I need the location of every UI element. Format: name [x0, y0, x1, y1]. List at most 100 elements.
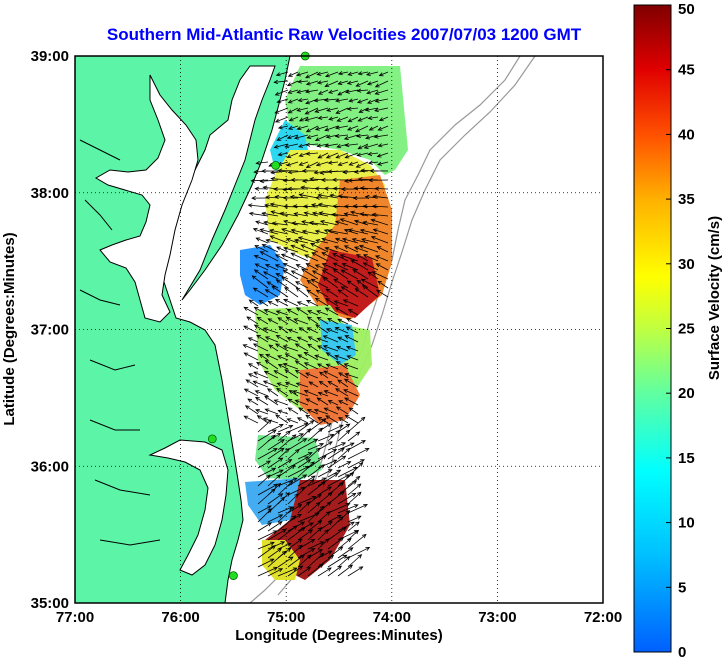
velocity-arrow — [264, 371, 279, 379]
velocity-arrow — [328, 400, 339, 406]
velocity-arrow — [271, 170, 289, 174]
velocity-arrowhead — [334, 307, 340, 312]
velocity-arrowhead — [347, 118, 353, 123]
velocity-arrowhead — [314, 297, 320, 302]
velocity-arrow — [347, 491, 362, 505]
velocity-arrow — [257, 530, 277, 541]
velocity-arrowhead — [303, 351, 309, 356]
velocity-arrowhead — [353, 504, 359, 509]
velocity-arrowhead — [310, 242, 315, 247]
velocity-arrow — [260, 251, 279, 262]
velocity-arrow — [286, 161, 299, 166]
velocity-arrow — [285, 382, 299, 388]
velocity-arrowhead — [316, 363, 322, 368]
velocity-arrow — [317, 363, 329, 370]
velocity-arrow — [337, 564, 353, 577]
velocity-arrowhead — [294, 135, 299, 140]
velocity-arrowhead — [307, 310, 312, 314]
velocity-arrowhead — [284, 144, 290, 149]
velocity-arrowhead — [273, 399, 279, 404]
velocity-arrow — [315, 125, 329, 131]
velocity-arrow — [347, 534, 367, 550]
velocity-arrowhead — [348, 98, 354, 103]
velocity-arrowhead — [287, 407, 293, 412]
velocity-arrowhead — [368, 126, 374, 131]
velocity-arrowhead — [305, 151, 311, 156]
velocity-arrowhead — [306, 279, 312, 285]
velocity-arrow — [264, 309, 279, 316]
velocity-arrowhead — [247, 337, 253, 342]
velocity-arrow — [333, 279, 349, 289]
chesapeake-bay — [95, 74, 199, 323]
velocity-arrowhead — [276, 136, 282, 141]
velocity-arrowhead — [323, 370, 328, 375]
velocity-arrowhead — [311, 211, 317, 216]
velocity-arrow — [265, 289, 279, 298]
velocity-arrowhead — [370, 235, 376, 240]
velocity-arrowhead — [280, 253, 286, 258]
velocity-arrowhead — [345, 555, 351, 561]
velocity-arrowhead — [256, 361, 261, 366]
velocity-arrow — [307, 316, 319, 325]
station-marker — [271, 160, 281, 170]
velocity-arrowhead — [340, 286, 346, 291]
velocity-arrowhead — [273, 566, 279, 571]
velocity-arrowhead — [275, 72, 281, 77]
velocity-arrowhead — [338, 424, 344, 429]
velocity-arrows — [242, 71, 389, 577]
velocity-arrow — [342, 263, 359, 271]
velocity-arrow — [350, 259, 369, 271]
velocity-arrow — [307, 563, 324, 577]
velocity-arrowhead — [322, 345, 328, 349]
velocity-arrow — [338, 417, 349, 424]
velocity-arrowhead — [248, 299, 254, 304]
velocity-arrow — [325, 415, 339, 424]
velocity-arrowhead — [301, 268, 306, 273]
velocity-arrow — [347, 547, 370, 559]
velocity-arrow — [298, 407, 309, 415]
velocity-arrow — [277, 425, 293, 433]
velocity-arrow — [344, 378, 359, 388]
velocity-arrowhead — [303, 211, 309, 216]
velocity-arrow — [295, 369, 309, 379]
velocity-arrowhead — [341, 526, 347, 532]
velocity-arrow — [335, 307, 349, 316]
colorbar-tick-label: 5 — [678, 579, 686, 596]
velocity-arrowhead — [332, 262, 338, 267]
velocity-arrow — [297, 125, 309, 130]
velocity-arrow — [345, 89, 359, 93]
velocity-arrowhead — [287, 89, 293, 94]
river-inlets — [79, 139, 161, 546]
velocity-arrowhead — [378, 117, 384, 122]
velocity-arrowhead — [366, 81, 372, 86]
velocity-arrow — [307, 464, 325, 478]
velocity-arrowhead — [371, 212, 377, 217]
velocity-arrowhead — [358, 244, 364, 249]
velocity-arrowhead — [305, 100, 311, 105]
velocity-arrow — [253, 380, 269, 388]
velocity-arrowhead — [286, 82, 292, 87]
velocity-arrow — [315, 107, 329, 113]
velocity-arrowhead — [339, 481, 345, 487]
velocity-arrow — [345, 152, 359, 159]
velocity-arrowhead — [297, 98, 303, 103]
velocity-arrow — [275, 343, 289, 352]
velocity-arrow — [295, 399, 309, 406]
velocity-arrowhead — [246, 316, 252, 321]
velocity-arrow — [265, 264, 279, 271]
velocity-arrow — [287, 134, 299, 139]
velocity-arrowhead — [283, 204, 288, 209]
velocity-arrow — [260, 179, 279, 182]
velocity-arrowhead — [303, 362, 309, 367]
velocity-arrowhead — [306, 134, 312, 140]
velocity-arrow — [262, 244, 279, 253]
velocity-arrowhead — [306, 554, 312, 559]
velocity-arrow — [267, 474, 281, 487]
velocity-arrow — [257, 508, 272, 523]
velocity-arrow — [336, 107, 349, 114]
velocity-arrow — [315, 324, 329, 334]
velocity-arrow — [338, 80, 349, 85]
velocity-arrow — [306, 161, 319, 168]
velocity-arrow — [363, 254, 379, 262]
velocity-arrow — [296, 382, 309, 388]
